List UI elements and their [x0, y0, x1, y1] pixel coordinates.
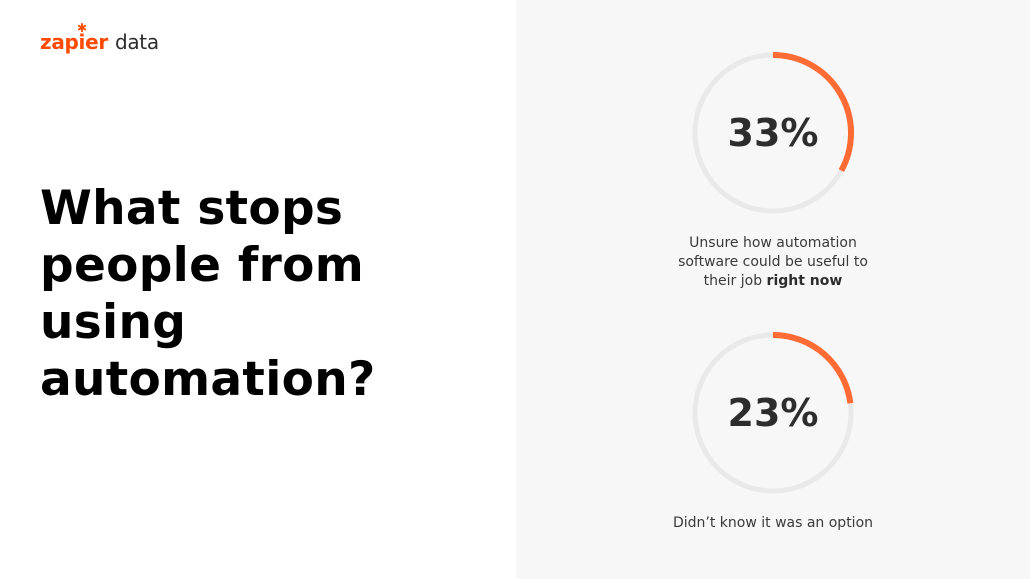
logo-asterisk-icon: ✱ [77, 21, 87, 35]
donut-value-label: 33% [728, 111, 819, 155]
caption-1: Unsure how automation software could be u… [516, 234, 1030, 291]
logo-brand: zapier [40, 30, 108, 54]
caption-line: Unsure how automation [689, 235, 857, 251]
headline: What stops people from using automation? [40, 181, 376, 407]
caption-2: Didn’t know it was an option [516, 514, 1030, 533]
caption-line: software could be useful to [678, 254, 868, 270]
stat-block-1: 33% Unsure how automation software could … [516, 48, 1030, 291]
donut-value-arc [772, 52, 854, 173]
donut-chart-2: 23% [692, 332, 854, 494]
right-panel [516, 0, 1030, 579]
left-panel: zapier ✱ data What stops people from usi… [40, 22, 376, 407]
zapier-data-logo: zapier ✱ data [40, 22, 159, 54]
logo-sub: data [114, 30, 159, 54]
donut-chart-1: 33% [692, 52, 854, 214]
caption-emphasis: right now [766, 273, 843, 289]
caption-line: Didn’t know it was an option [672, 515, 874, 531]
donut-value-label: 23% [728, 391, 819, 435]
donut-value-arc [772, 332, 854, 404]
stat-block-2: 23% Didn’t know it was an option [516, 328, 1030, 533]
caption-line: their job [703, 273, 767, 289]
